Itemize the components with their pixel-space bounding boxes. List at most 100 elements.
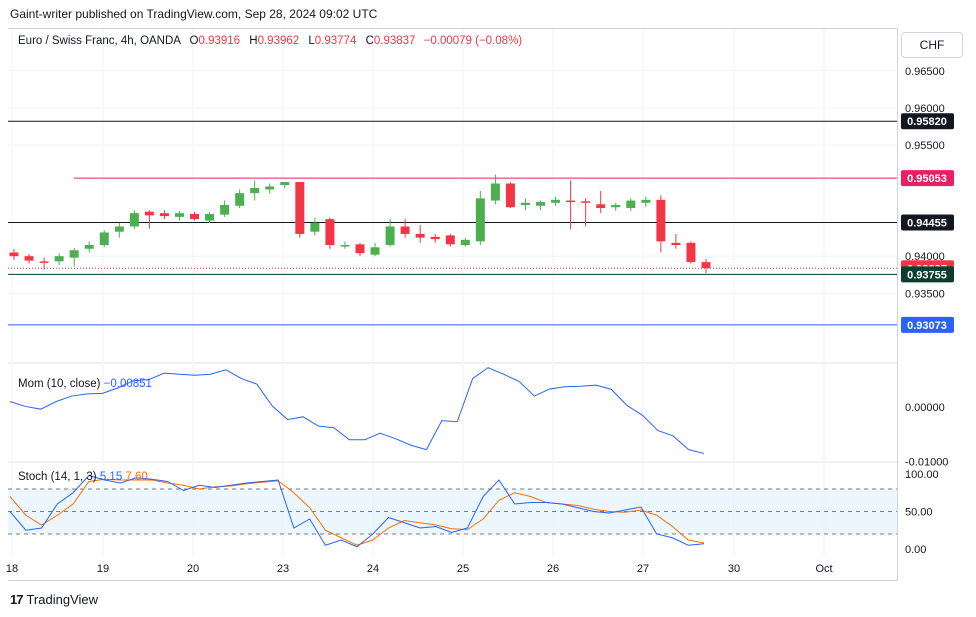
x-tick-label: 30: [728, 563, 740, 575]
tradingview-brand: TradingView: [26, 592, 99, 607]
candle-down: [430, 236, 440, 240]
low-value: 0.93774: [314, 35, 357, 47]
candle-down: [144, 211, 154, 216]
momentum-legend[interactable]: Mom (10, close) −0.00851: [18, 378, 152, 390]
stoch-tick-label: 50.00: [905, 507, 933, 519]
change-value: −0.00079 (−0.08%): [423, 35, 523, 47]
candle-up: [551, 199, 561, 203]
level-tag-label: 0.95053: [907, 173, 947, 185]
currency-button[interactable]: CHF: [901, 32, 963, 58]
x-tick-label: 19: [97, 563, 109, 575]
level-tag-label: 0.93755: [907, 269, 947, 281]
candle-up: [536, 202, 546, 206]
x-tick-label: 26: [547, 563, 559, 575]
candle-down: [9, 252, 19, 257]
stoch-legend[interactable]: Stoch (14, 1, 3) 5.15 7.60: [18, 471, 148, 483]
level-tag-label: 0.95820: [907, 116, 947, 128]
chart-frame: [8, 28, 898, 581]
x-tick-label: 24: [367, 563, 379, 575]
high-label: H: [249, 35, 258, 47]
candle-down: [415, 233, 425, 238]
stoch-d-line: [9, 478, 705, 546]
y-tick-label: 0.95500: [905, 140, 945, 152]
candle-up: [280, 182, 290, 185]
candle-down: [190, 213, 200, 220]
candle-down: [295, 182, 305, 234]
momentum-tick-label: 0.00000: [905, 402, 945, 414]
close-label: C: [365, 35, 374, 47]
y-tick-label: 0.96000: [905, 103, 945, 115]
candle-down: [686, 242, 696, 263]
symbol-title[interactable]: Euro / Swiss Franc, 4h, OANDA: [18, 35, 181, 47]
candle-up: [370, 247, 380, 255]
candle-up: [626, 200, 636, 208]
y-tick-label: 0.93500: [905, 288, 945, 300]
x-tick-label: 25: [457, 563, 469, 575]
publisher-note: Gaint-writer published on TradingView.co…: [10, 7, 378, 21]
candle-down: [656, 199, 666, 242]
tradingview-footer[interactable]: 17 TradingView: [10, 592, 98, 607]
candle-down: [581, 201, 591, 203]
candle-up: [220, 205, 230, 215]
candle-up: [641, 199, 651, 203]
candle-up: [490, 183, 500, 201]
level-tag: [901, 316, 954, 333]
open-label: O: [189, 35, 199, 47]
candle-up: [129, 213, 139, 227]
candle-down: [355, 244, 365, 254]
level-tag-label: 0.94455: [907, 217, 947, 229]
candle-down: [400, 226, 410, 234]
candle-down: [24, 256, 34, 261]
candle-down: [39, 261, 49, 263]
candle-down: [159, 213, 169, 217]
momentum-tick-label: -0.01000: [905, 457, 948, 469]
candle-up: [475, 198, 485, 242]
stoch-tick-label: 0.00: [905, 544, 926, 556]
candle-up: [84, 245, 94, 249]
candle-up: [460, 239, 470, 246]
x-tick-label: Oct: [815, 563, 832, 575]
x-tick-label: 27: [637, 563, 649, 575]
x-tick-label: 18: [6, 563, 18, 575]
candle-up: [385, 226, 395, 246]
candle-up: [174, 213, 184, 217]
candle-up: [54, 256, 64, 262]
momentum-value: −0.00851: [103, 378, 152, 390]
stoch-title: Stoch (14, 1, 3): [18, 471, 97, 483]
candle-down: [445, 235, 455, 245]
level-tag: [901, 214, 954, 231]
momentum-line: [9, 367, 705, 454]
low-label: L: [308, 35, 315, 47]
level-tag: [901, 266, 954, 283]
candle-down: [505, 183, 515, 208]
candle-up: [265, 186, 275, 190]
high-value: 0.93962: [257, 35, 300, 47]
open-value: 0.93916: [198, 35, 241, 47]
candle-up: [235, 193, 245, 206]
candle-up: [69, 250, 79, 258]
stoch-k-line: [9, 474, 705, 548]
candle-up: [114, 226, 124, 232]
x-tick-label: 20: [187, 563, 199, 575]
candle-up: [340, 245, 350, 247]
stoch-tick-label: 100.00: [905, 469, 939, 481]
momentum-title: Mom (10, close): [18, 378, 101, 390]
level-tag-label: 0.93073: [907, 320, 947, 332]
x-tick-label: 23: [277, 563, 289, 575]
y-tick-label: 0.94000: [905, 251, 945, 263]
candle-up: [99, 232, 109, 246]
close-value: 0.93837: [373, 35, 416, 47]
y-tick-label: 0.96500: [905, 66, 945, 78]
stoch-d-value: 7.60: [125, 471, 148, 483]
candle-down: [701, 262, 711, 269]
price-legend: Euro / Swiss Franc, 4h, OANDA O0.93916 H…: [18, 35, 522, 47]
stoch-k-value: 5.15: [99, 471, 123, 483]
candle-down: [566, 200, 576, 203]
candle-up: [250, 187, 260, 194]
candle-up: [611, 205, 621, 208]
level-tag: [901, 113, 954, 130]
candle-up: [520, 202, 530, 206]
tradingview-logo-icon: 17: [10, 592, 24, 607]
stoch-band: [8, 489, 897, 534]
